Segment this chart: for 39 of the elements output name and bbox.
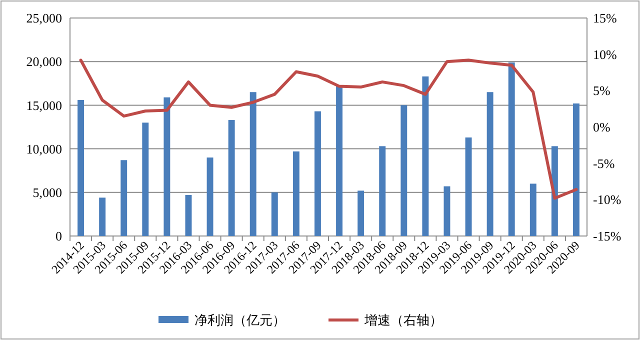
- y-tick-label: 15,000: [26, 98, 62, 113]
- bar: [314, 111, 321, 236]
- y2-tick-label: -10%: [593, 192, 622, 208]
- y-tick-label: 20,000: [26, 54, 62, 70]
- bar: [336, 86, 343, 236]
- y-tick-label: 25,000: [26, 10, 62, 26]
- bar: [400, 105, 408, 236]
- bar: [164, 97, 170, 236]
- y-tick-label: 10,000: [26, 141, 62, 156]
- bar: [444, 186, 450, 236]
- bar: [250, 92, 256, 236]
- bar: [185, 195, 192, 236]
- y-tick-label: 5,000: [32, 184, 62, 200]
- bar: [228, 120, 235, 236]
- bar: [422, 76, 429, 236]
- bar: [142, 122, 149, 236]
- bar: [78, 100, 84, 236]
- bar: [358, 190, 364, 236]
- y2-tick-label: 10%: [593, 46, 617, 62]
- bar: [573, 103, 580, 236]
- bar: [465, 137, 472, 236]
- line-series: [79, 58, 578, 200]
- y2-tick-label: -15%: [593, 228, 622, 244]
- y2-tick-label: -5%: [593, 156, 615, 171]
- bar: [508, 62, 515, 236]
- bar: [206, 158, 214, 236]
- legend-label: 净利润（亿元）: [194, 314, 286, 329]
- bar: [486, 92, 494, 236]
- bar: [530, 184, 536, 236]
- y2-tick-label: 0%: [593, 120, 610, 135]
- bar: [379, 146, 386, 236]
- bar: [120, 160, 128, 236]
- y2-tick-label: 5%: [593, 83, 610, 98]
- y-tick-label: 0: [56, 228, 62, 244]
- bar: [271, 192, 278, 236]
- bar: [99, 198, 106, 236]
- y2-tick-label: 15%: [593, 10, 617, 26]
- bar: [292, 151, 300, 236]
- legend-label: 增速（右轴）: [364, 314, 442, 329]
